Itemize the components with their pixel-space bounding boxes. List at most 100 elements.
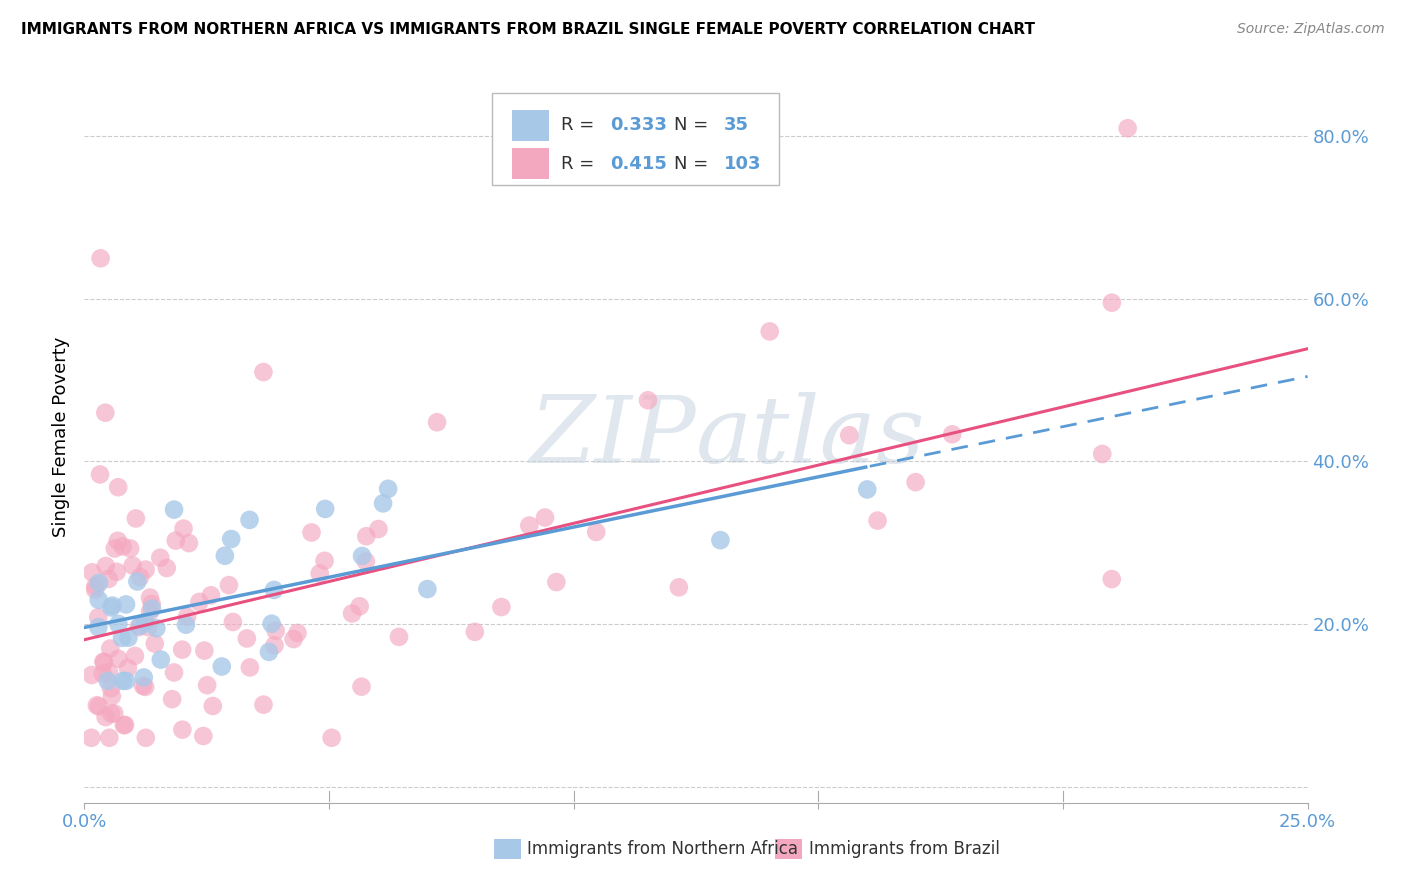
Point xyxy=(111,540,134,554)
Point xyxy=(125,511,148,525)
Point xyxy=(127,574,149,589)
Text: Immigrants from Northern Africa: Immigrants from Northern Africa xyxy=(527,840,799,858)
Text: 0.415: 0.415 xyxy=(610,154,668,172)
Point xyxy=(491,600,513,615)
Point xyxy=(321,731,343,745)
Point xyxy=(100,681,122,696)
Point xyxy=(105,565,128,579)
Point xyxy=(87,610,110,624)
Point xyxy=(222,615,245,629)
Point xyxy=(132,670,155,684)
Y-axis label: Single Female Poverty: Single Female Poverty xyxy=(52,337,70,537)
Point xyxy=(426,415,449,429)
Text: 0.333: 0.333 xyxy=(610,117,668,135)
Point xyxy=(517,518,540,533)
Point xyxy=(163,665,186,680)
Point xyxy=(107,480,129,494)
Point xyxy=(117,631,139,645)
Point xyxy=(546,575,568,590)
Point xyxy=(143,637,166,651)
Point xyxy=(163,502,186,516)
Point xyxy=(172,642,194,657)
Point xyxy=(211,659,233,673)
Bar xyxy=(513,148,550,179)
Point xyxy=(128,620,150,634)
Point xyxy=(866,514,889,528)
Point xyxy=(219,532,242,546)
Point xyxy=(172,723,194,737)
Point xyxy=(145,621,167,635)
Point xyxy=(111,673,134,688)
Point xyxy=(314,554,336,568)
Point xyxy=(585,524,607,539)
Point xyxy=(416,582,439,596)
Text: N =: N = xyxy=(673,117,714,135)
Point xyxy=(354,554,377,568)
Point xyxy=(252,365,274,379)
Point xyxy=(136,620,159,634)
Point xyxy=(87,576,110,591)
Point xyxy=(349,599,371,614)
Point xyxy=(464,624,486,639)
Point xyxy=(82,566,104,580)
Point xyxy=(141,597,163,611)
Point xyxy=(129,619,152,633)
Point xyxy=(94,559,117,574)
Point xyxy=(132,679,155,693)
Point xyxy=(252,698,274,712)
Point xyxy=(371,496,394,510)
Point xyxy=(89,467,111,482)
Text: ZIP: ZIP xyxy=(529,392,696,482)
Point xyxy=(139,591,162,605)
Point xyxy=(264,624,287,638)
Point xyxy=(149,550,172,565)
Point xyxy=(195,678,218,692)
Point xyxy=(139,605,162,619)
Point xyxy=(534,510,557,524)
Point xyxy=(238,513,260,527)
Point xyxy=(352,549,374,563)
Point xyxy=(100,706,122,721)
Point xyxy=(301,525,323,540)
Point xyxy=(263,638,285,652)
Point xyxy=(91,666,114,681)
Bar xyxy=(513,110,550,141)
Point xyxy=(124,648,146,663)
Point xyxy=(134,680,156,694)
Point xyxy=(1101,295,1123,310)
Point xyxy=(149,652,172,666)
Text: IMMIGRANTS FROM NORTHERN AFRICA VS IMMIGRANTS FROM BRAZIL SINGLE FEMALE POVERTY : IMMIGRANTS FROM NORTHERN AFRICA VS IMMIG… xyxy=(21,22,1035,37)
Point xyxy=(193,643,215,657)
Point xyxy=(107,533,129,548)
Point xyxy=(87,699,110,714)
Point xyxy=(104,541,127,556)
Point xyxy=(838,428,860,442)
Point xyxy=(287,626,309,640)
Point xyxy=(193,729,215,743)
Point xyxy=(115,598,138,612)
Point xyxy=(120,541,142,556)
Point xyxy=(114,718,136,732)
Point xyxy=(214,549,236,563)
Point xyxy=(107,616,129,631)
Text: 103: 103 xyxy=(724,154,762,172)
Point xyxy=(904,475,927,490)
Point xyxy=(637,393,659,408)
Point xyxy=(97,673,120,688)
Point xyxy=(260,616,283,631)
Point xyxy=(97,572,120,586)
Point xyxy=(308,566,330,581)
Point xyxy=(134,615,156,629)
Point xyxy=(90,252,112,266)
Point xyxy=(93,656,115,670)
Point xyxy=(173,522,195,536)
Point xyxy=(129,570,152,584)
Point xyxy=(98,641,121,656)
Point xyxy=(156,561,179,575)
Point xyxy=(100,600,122,615)
Point xyxy=(218,578,240,592)
Point xyxy=(101,599,124,613)
Point xyxy=(668,580,690,594)
FancyBboxPatch shape xyxy=(492,94,779,185)
Text: R =: R = xyxy=(561,117,600,135)
